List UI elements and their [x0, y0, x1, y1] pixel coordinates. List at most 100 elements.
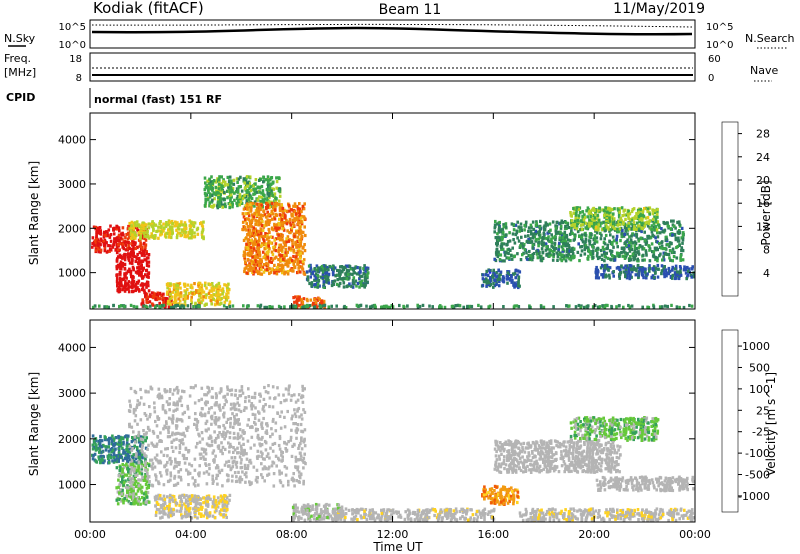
heatmap-cell [671, 233, 674, 237]
heatmap-cell [573, 254, 576, 258]
heatmap-cell [296, 243, 300, 247]
heatmap-cell [121, 237, 124, 241]
heatmap-cell [527, 237, 530, 242]
heatmap-cell [203, 176, 207, 180]
heatmap-cell [302, 258, 306, 262]
heatmap-cell [270, 250, 274, 254]
heatmap-cell [126, 438, 129, 442]
heatmap-cell [102, 235, 106, 239]
heatmap-cell [98, 443, 102, 448]
heatmap-cell [225, 298, 228, 302]
heatmap-cell [186, 304, 190, 308]
heatmap-cell [438, 305, 441, 309]
heatmap-cell [316, 282, 320, 286]
heatmap-cell [145, 495, 149, 499]
heatmap-cell [254, 267, 258, 271]
heatmap-cell [351, 285, 355, 289]
heatmap-cell [274, 202, 277, 207]
heatmap-cell [560, 219, 564, 223]
heatmap-cell [530, 240, 534, 244]
heatmap-cell [209, 204, 213, 208]
heatmap-cell [248, 268, 252, 272]
heatmap-cell [165, 221, 168, 225]
heatmap-cell [296, 207, 300, 211]
heatmap-cell [168, 297, 172, 301]
heatmap-cell [254, 232, 257, 236]
heatmap-cell [553, 235, 557, 239]
heatmap-cell [265, 267, 269, 271]
nsearch-trace [91, 23, 693, 28]
heatmap-cell [495, 253, 498, 257]
heatmap-cell [104, 448, 108, 452]
heatmap-cell [130, 281, 133, 285]
heatmap-cell [96, 226, 100, 230]
heatmap-cell [161, 304, 164, 308]
heatmap-cell [511, 232, 515, 236]
heatmap-cell [593, 304, 597, 308]
heatmap-cell [240, 189, 244, 193]
heatmap-cell [126, 449, 130, 453]
heatmap-cell [267, 236, 270, 240]
heatmap-cell [246, 184, 249, 188]
heatmap-cell [270, 201, 274, 206]
heatmap-cell [129, 230, 133, 234]
heatmap-cell [562, 236, 566, 240]
heatmap-cell [93, 452, 97, 456]
heatmap-cell [297, 250, 301, 254]
heatmap-cell [256, 219, 259, 223]
heatmap-cell [255, 202, 258, 206]
heatmap-cell [199, 514, 203, 518]
heatmap-cell [685, 277, 688, 281]
heatmap-cell [298, 220, 301, 225]
heatmap-cell [133, 481, 137, 485]
heatmap-cell [147, 484, 150, 488]
heatmap-cell [119, 270, 122, 274]
heatmap-cell [351, 278, 355, 283]
heatmap-cell [281, 224, 285, 229]
heatmap-cell [611, 221, 615, 225]
heatmap-cell [506, 242, 509, 246]
heatmap-cell [656, 215, 659, 219]
heatmap-cell [291, 218, 295, 222]
heatmap-cell [327, 281, 331, 285]
heatmap-cell [155, 510, 158, 514]
heatmap-cell [682, 268, 686, 272]
heatmap-cell [283, 255, 286, 260]
heatmap-cell [584, 240, 587, 244]
heatmap-cell [655, 212, 659, 216]
heatmap-cell [249, 259, 253, 263]
heatmap-cell [137, 223, 141, 227]
heatmap-cell [284, 247, 288, 251]
heatmap-cell [194, 510, 197, 514]
heatmap-cell [363, 276, 367, 280]
heatmap-cell [115, 454, 119, 458]
heatmap-cell [270, 260, 273, 264]
heatmap-cell [245, 264, 249, 268]
heatmap-cell [138, 273, 141, 277]
heatmap-cell [361, 274, 364, 278]
heatmap-cell [183, 234, 186, 239]
heatmap-cell [145, 268, 149, 272]
heatmap-cell [258, 253, 261, 258]
heatmap-cell [268, 194, 271, 198]
heatmap-cell [669, 227, 673, 231]
heatmap-cell [662, 258, 666, 262]
heatmap-cell [270, 189, 273, 193]
heatmap-cell [597, 223, 600, 227]
heatmap-cell [209, 294, 213, 298]
heatmap-cell [239, 200, 242, 204]
heatmap-cell [249, 221, 252, 226]
heatmap-cell [133, 438, 137, 442]
heatmap-cell [330, 304, 333, 308]
heatmap-cell [348, 272, 352, 276]
heatmap-cell [651, 212, 655, 216]
heatmap-cell [98, 240, 101, 245]
heatmap-cell [313, 267, 316, 271]
heatmap-cell [140, 282, 144, 286]
heatmap-cell [562, 242, 565, 246]
heatmap-cell [131, 278, 134, 282]
heatmap-cell [514, 269, 517, 273]
heatmap-cell [608, 219, 612, 223]
heatmap-cell [280, 268, 283, 273]
heatmap-cell [204, 296, 208, 300]
